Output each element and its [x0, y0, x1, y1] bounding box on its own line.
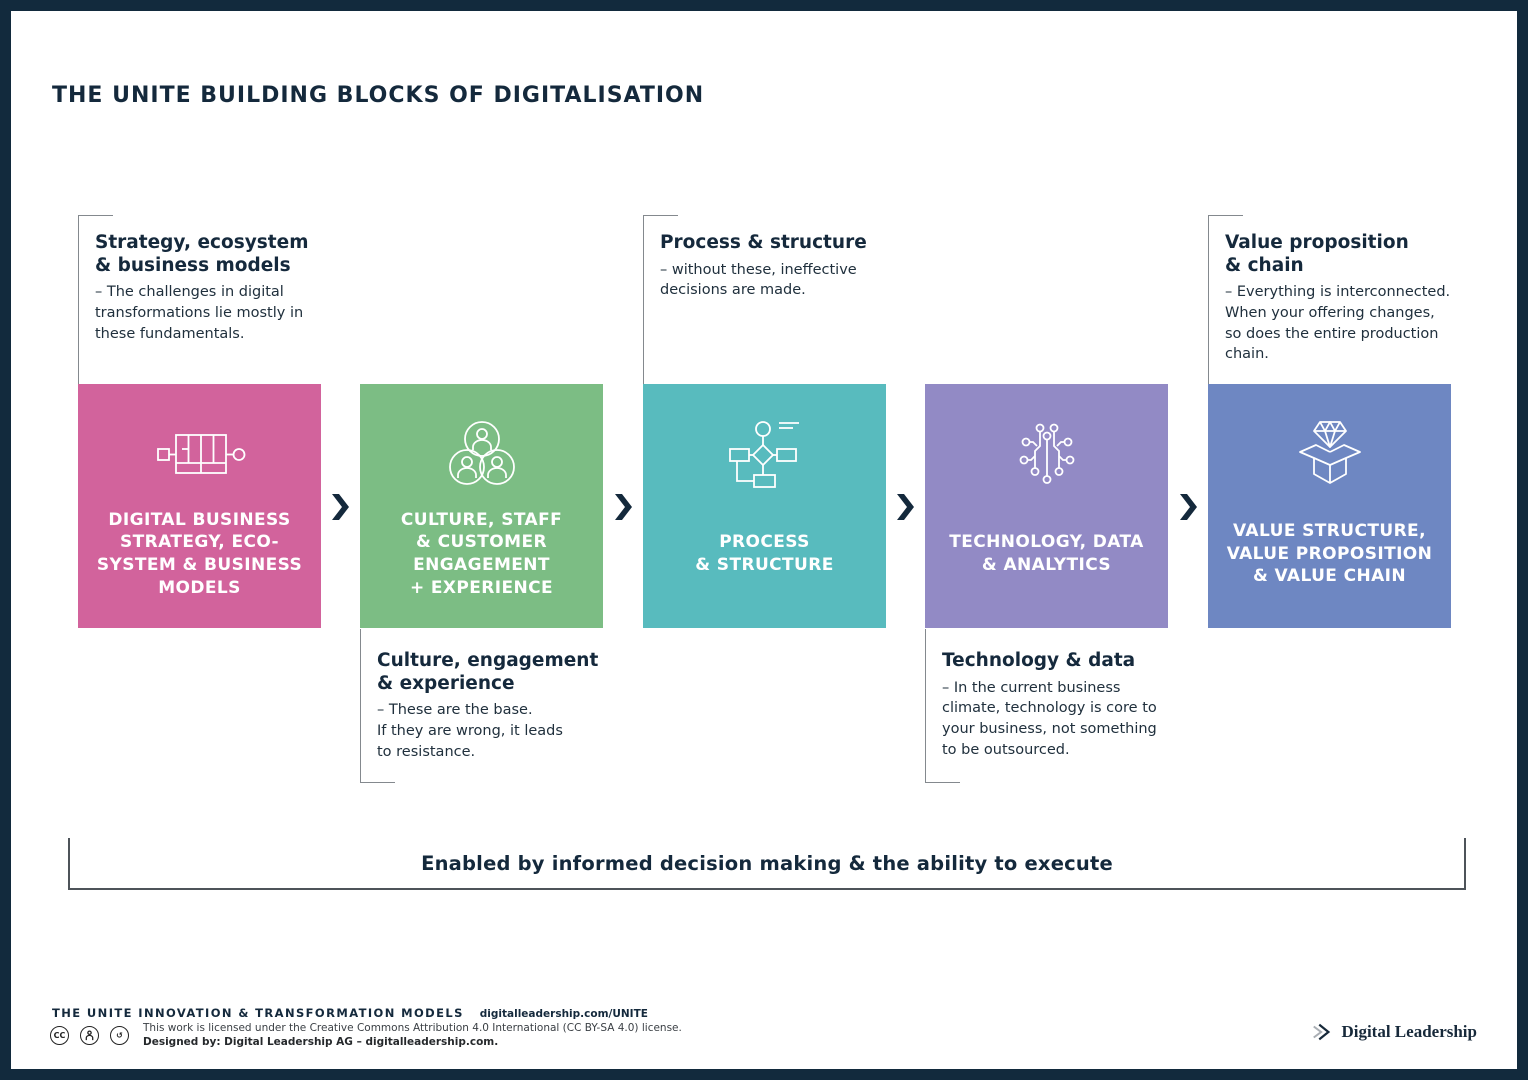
share-alike-icon: ↺ [110, 1026, 129, 1045]
block-technology-data-analytics: TECHNOLOGY, DATA & ANALYTICS [925, 384, 1168, 628]
annotation-bracket [643, 215, 678, 385]
annotation-culture: Culture, engagement & experience – These… [377, 650, 637, 762]
block-value-structure: VALUE STRUCTURE, VALUE PROPOSITION & VAL… [1208, 384, 1451, 628]
block-culture-staff-engagement: CULTURE, STAFF & CUSTOMER ENGAGEMENT + E… [360, 384, 603, 628]
business-model-canvas-icon [78, 408, 321, 508]
annotation-technology: Technology & data – In the current busin… [942, 650, 1202, 761]
enabler-banner: Enabled by informed decision making & th… [68, 838, 1466, 890]
annotation-heading: Culture, engagement & experience [377, 650, 599, 694]
annotation-body: – without these, ineffective decisions a… [660, 261, 857, 299]
annotation-heading: Process & structure [660, 232, 867, 253]
block-label: CULTURE, STAFF & CUSTOMER ENGAGEMENT + E… [400, 509, 563, 598]
series-url: digitalleadership.com/UNITE [479, 1008, 648, 1020]
chevron-right-icon [604, 494, 643, 520]
double-chevron-logo-icon [1311, 1021, 1333, 1043]
chevron-right-icon [886, 494, 925, 520]
chevron-right-icon [1169, 494, 1208, 520]
designed-by-line: Designed by: Digital Leadership AG – dig… [143, 1036, 499, 1049]
block-label: VALUE STRUCTURE, VALUE PROPOSITION & VAL… [1226, 521, 1433, 587]
license-line: This work is licensed under the Creative… [143, 1022, 682, 1034]
circuit-icon [925, 408, 1168, 508]
logo-text: Digital Leadership [1341, 1022, 1477, 1041]
cc-icon: CC [50, 1026, 69, 1045]
annotation-heading: Value proposition & chain [1225, 232, 1409, 276]
annotation-bracket [360, 629, 395, 783]
annotation-body: – In the current business climate, techn… [942, 679, 1157, 758]
block-process-structure: PROCESS & STRUCTURE [643, 384, 886, 628]
series-title: THE UNITE INNOVATION & TRANSFORMATION MO… [52, 1006, 464, 1020]
annotation-process: Process & structure – without these, ine… [660, 232, 920, 301]
annotation-body: – These are the base. If they are wrong,… [377, 702, 563, 760]
annotation-heading: Technology & data [942, 650, 1136, 671]
license-text: This work is licensed under the Creative… [143, 1021, 682, 1049]
footer-series-line: THE UNITE INNOVATION & TRANSFORMATION MO… [52, 1006, 648, 1020]
block-digital-business-strategy: DIGITAL BUSINESS STRATEGY, ECO- SYSTEM &… [78, 384, 321, 628]
attribution-icon [80, 1026, 99, 1045]
digital-leadership-logo: Digital Leadership [1311, 1021, 1477, 1043]
block-label: DIGITAL BUSINESS STRATEGY, ECO- SYSTEM &… [96, 509, 303, 598]
enabler-banner-text: Enabled by informed decision making & th… [421, 851, 1113, 875]
annotation-heading: Strategy, ecosystem & business models [95, 232, 309, 276]
people-group-icon [360, 408, 603, 508]
flowchart-icon [643, 408, 886, 508]
annotation-value: Value proposition & chain – Everything i… [1225, 232, 1485, 365]
gem-open-box-icon [1208, 408, 1451, 508]
annotation-body: – The challenges in digital transformati… [95, 284, 304, 342]
annotation-bracket [1208, 215, 1243, 385]
chevron-right-icon [321, 494, 360, 520]
annotation-strategy: Strategy, ecosystem & business models – … [95, 232, 355, 344]
license-icons: CC ↺ [50, 1026, 129, 1045]
annotation-bracket [78, 215, 113, 385]
annotation-body: – Everything is interconnected. When you… [1225, 284, 1451, 363]
page-title: THE UNITE BUILDING BLOCKS OF DIGITALISAT… [52, 82, 705, 108]
annotation-bracket [925, 629, 960, 783]
block-label: TECHNOLOGY, DATA & ANALYTICS [949, 532, 1144, 575]
block-label: PROCESS & STRUCTURE [695, 532, 834, 575]
